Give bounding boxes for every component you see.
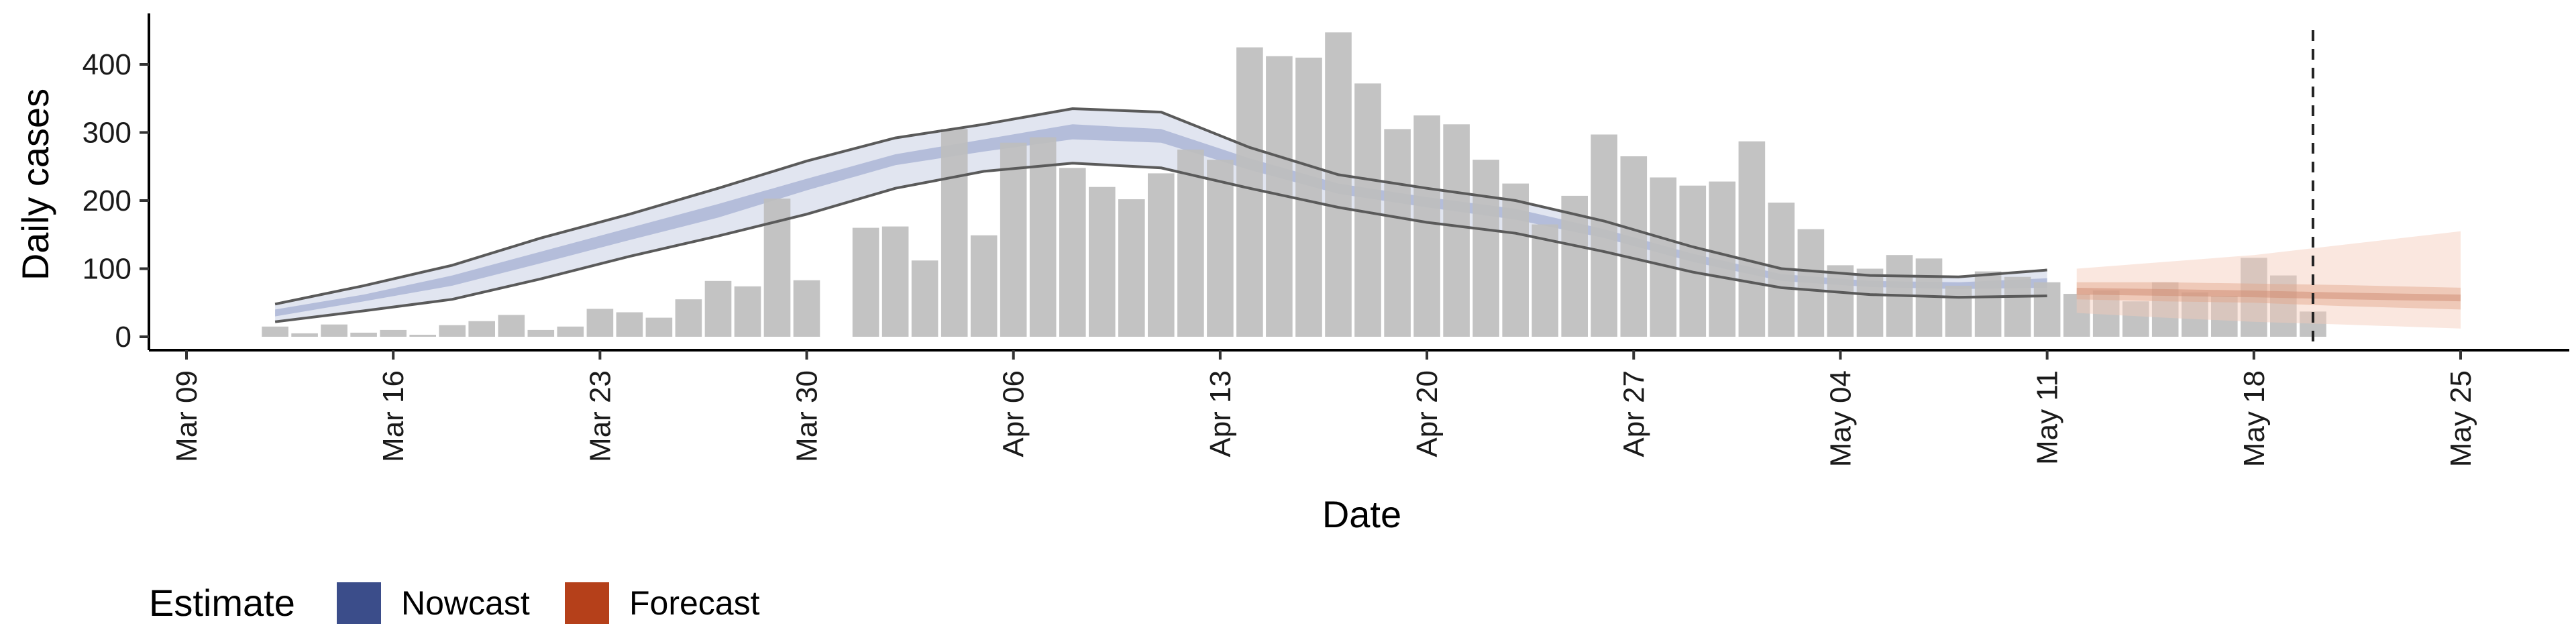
nowcast-bound-lines <box>274 107 2047 323</box>
case-bar <box>1974 271 2002 337</box>
case-bar <box>468 321 495 337</box>
case-bar <box>1797 229 1825 337</box>
case-bar <box>734 286 761 337</box>
case-bar <box>1148 173 1175 337</box>
case-bar <box>439 325 466 337</box>
case-bar <box>2270 275 2297 337</box>
case-bar <box>1325 32 1352 337</box>
case-bar <box>1177 149 1204 337</box>
y-tick-label: 100 <box>83 253 131 286</box>
x-tick-label: Apr 13 <box>1204 370 1237 458</box>
case-bar <box>586 309 614 337</box>
x-tick-label: Mar 23 <box>584 370 616 462</box>
case-bar <box>645 317 673 337</box>
legend-swatch-forecast <box>565 582 609 624</box>
x-tick-label: May 04 <box>1825 370 1858 467</box>
case-bar <box>616 312 643 337</box>
case-bar <box>1118 199 1145 337</box>
nowcast-upper-line <box>274 107 2047 306</box>
y-axis-title: Daily cases <box>14 89 56 280</box>
y-tick-label: 300 <box>83 117 131 150</box>
x-tick-label: May 18 <box>2238 370 2271 467</box>
legend-label-nowcast: Nowcast <box>401 584 530 622</box>
case-bar <box>1561 195 1588 337</box>
y-tick-label: 200 <box>83 184 131 217</box>
case-bar <box>527 329 555 337</box>
case-bar <box>2122 301 2149 337</box>
case-bar <box>911 260 938 337</box>
legend-swatch-nowcast <box>337 582 381 624</box>
case-bar <box>1945 285 1972 337</box>
case-bar <box>2033 282 2061 337</box>
legend-label-forecast: Forecast <box>629 584 760 622</box>
case-bar <box>881 226 909 337</box>
case-bar <box>1295 57 1322 337</box>
case-bar <box>321 324 347 337</box>
tick-labels: 0 100 200 300 400 Mar 09 Mar 16 Mar 23 Mar 30 Apr… <box>83 48 2477 467</box>
case-bar <box>380 329 407 337</box>
x-tick-label: Mar 09 <box>170 370 203 462</box>
case-bar <box>1738 141 1766 337</box>
case-bar <box>409 335 436 337</box>
case-bar <box>1207 160 1234 337</box>
case-bar <box>1679 185 1707 337</box>
y-tick-label: 0 <box>115 321 131 354</box>
case-bar <box>1532 224 1558 337</box>
forecast-bands <box>2076 231 2461 329</box>
case-bar <box>2182 292 2208 337</box>
x-tick-label: Mar 16 <box>377 370 410 462</box>
case-bar <box>1236 47 1263 337</box>
x-tick-label: Apr 27 <box>1617 370 1650 458</box>
x-tick-label: May 11 <box>2031 370 2064 465</box>
case-bars <box>262 32 2326 337</box>
case-bar <box>852 227 879 337</box>
y-tick-label: 400 <box>83 48 131 81</box>
case-bar <box>1472 160 1499 337</box>
legend-title: Estimate <box>149 582 295 624</box>
case-bar <box>1620 156 1648 337</box>
x-tick-label: Mar 30 <box>791 370 824 462</box>
x-tick-label: May 25 <box>2445 370 2477 467</box>
x-tick-label: Apr 06 <box>998 370 1030 458</box>
nowcast-lower-line <box>274 162 2047 323</box>
x-axis-title: Date <box>1322 493 1401 535</box>
case-bar <box>1089 186 1116 337</box>
legend: Estimate Nowcast Forecast <box>149 582 760 624</box>
case-bar <box>2063 294 2090 337</box>
case-bar <box>1709 181 1736 337</box>
case-bar <box>2211 296 2238 337</box>
case-bar <box>1856 268 1884 337</box>
case-bar <box>941 129 968 337</box>
case-bar <box>970 235 998 337</box>
axes <box>140 13 2569 360</box>
forecast-outer-band <box>2076 231 2461 329</box>
case-bar <box>1029 137 1057 337</box>
case-bar <box>1059 168 1086 337</box>
case-bar <box>1650 177 1677 337</box>
case-bar <box>1413 115 1440 337</box>
case-bar <box>704 280 732 337</box>
case-bar <box>1591 134 1617 337</box>
case-bar <box>1384 129 1411 337</box>
case-bar <box>793 280 820 337</box>
case-bar <box>1502 183 1529 337</box>
x-tick-label: Apr 20 <box>1411 370 1444 458</box>
case-bar <box>675 299 702 337</box>
case-bar <box>1827 265 1854 337</box>
case-bar <box>1443 124 1470 337</box>
case-bar <box>2092 290 2120 337</box>
forecast-median-line <box>2076 288 2461 302</box>
case-bar <box>262 326 288 337</box>
case-bar <box>2004 276 2031 337</box>
case-bar <box>291 333 318 337</box>
case-bar <box>1000 142 1027 337</box>
case-bar <box>498 315 525 337</box>
case-bar <box>557 326 584 337</box>
case-bar <box>350 332 377 337</box>
